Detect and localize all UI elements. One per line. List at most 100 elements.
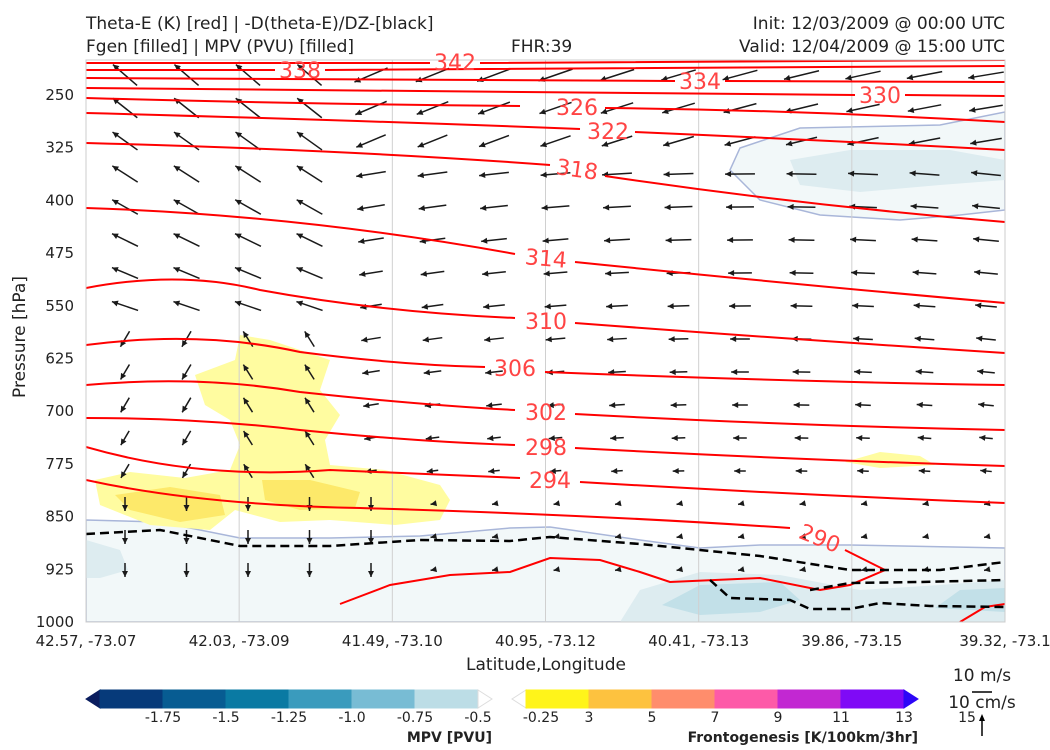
contour-label: 326 bbox=[556, 96, 598, 121]
colorbar-tick-label: -1.75 bbox=[145, 710, 181, 726]
y-tick-label: 775 bbox=[45, 455, 74, 473]
wind-arrow bbox=[173, 232, 200, 248]
theta-e-contours bbox=[86, 60, 1005, 622]
x-tick-label: 42.03, -73.09 bbox=[189, 632, 290, 650]
wind-arrow bbox=[426, 467, 439, 474]
wind-arrow bbox=[607, 336, 627, 343]
contour-label: 298 bbox=[525, 436, 567, 461]
wind-arrow bbox=[304, 330, 315, 348]
wind-arrow bbox=[430, 500, 438, 507]
wind-arrow bbox=[670, 402, 687, 409]
wind-arrow bbox=[737, 533, 745, 540]
x-tick-label: 40.95, -73.12 bbox=[495, 632, 596, 650]
colorbar-swatch bbox=[714, 689, 779, 709]
wind-arrow bbox=[917, 434, 932, 441]
mpv-fill-lower-3 bbox=[662, 582, 1005, 615]
wind-arrow bbox=[477, 101, 511, 115]
wind-arrow bbox=[730, 336, 750, 343]
wind-arrow bbox=[852, 302, 874, 309]
wind-arrow bbox=[368, 563, 374, 577]
wind-arrow bbox=[914, 335, 935, 342]
wind-arrow bbox=[488, 467, 500, 474]
wind-arrow bbox=[913, 302, 936, 309]
wind-arrow bbox=[485, 369, 503, 376]
wind-arrow bbox=[978, 401, 994, 408]
wind-arrow bbox=[669, 369, 688, 376]
wind-arrow bbox=[731, 369, 749, 376]
wind-arrow bbox=[793, 401, 810, 408]
wind-arrow bbox=[356, 134, 386, 148]
fgen-colorbar: 3 5 7 9 11 13 15 bbox=[511, 689, 976, 726]
wind-arrow bbox=[111, 165, 139, 183]
wind-arrow bbox=[234, 199, 262, 215]
wind-arrow bbox=[296, 199, 323, 215]
wind-arrow bbox=[912, 269, 937, 276]
wind-arrow bbox=[304, 430, 315, 446]
wind-arrow bbox=[245, 563, 251, 577]
wind-arrow bbox=[183, 563, 190, 577]
wind-arrow bbox=[173, 266, 200, 280]
wind-arrow bbox=[610, 435, 624, 442]
colorbar-swatch bbox=[414, 689, 479, 709]
colorbar-tick-label: 3 bbox=[585, 710, 594, 726]
wind-arrow bbox=[484, 336, 504, 343]
wind-arrow bbox=[614, 500, 622, 507]
x-tick-label: 39.86, -73.15 bbox=[801, 632, 902, 650]
wind-arrow bbox=[724, 136, 756, 147]
wind-arrow bbox=[732, 402, 748, 409]
wind-arrow bbox=[860, 566, 868, 573]
contour-306 bbox=[86, 337, 1005, 386]
wind-arrow bbox=[794, 434, 809, 441]
colorbar-tick-label: 11 bbox=[832, 710, 850, 726]
wind-arrow bbox=[111, 199, 139, 215]
wind-arrow bbox=[663, 171, 694, 178]
wind-arrow bbox=[974, 269, 998, 276]
wind-arrow bbox=[789, 269, 814, 276]
wind-arrow bbox=[482, 270, 506, 277]
wind-arrow bbox=[662, 135, 695, 147]
wind-arrow bbox=[296, 63, 323, 87]
wind-arrow bbox=[860, 500, 868, 507]
colorbar-swatch bbox=[225, 689, 290, 709]
contour-label: 334 bbox=[679, 70, 721, 95]
colorbar-tick-label: -0.25 bbox=[523, 710, 559, 726]
wind-arrow bbox=[727, 237, 753, 244]
wind-arrow bbox=[785, 136, 818, 147]
wind-arrow bbox=[173, 63, 200, 87]
wind-arrow bbox=[173, 165, 200, 183]
wind-arrow bbox=[983, 566, 991, 573]
colorbar-swatch bbox=[588, 689, 653, 709]
wind-arrow bbox=[910, 203, 939, 210]
x-axis-label: Latitude,Longitude bbox=[466, 655, 626, 675]
wind-arrow bbox=[234, 266, 262, 280]
wind-arrow bbox=[973, 236, 999, 243]
wind-arrow bbox=[430, 533, 438, 540]
contour-label: 310 bbox=[525, 310, 567, 335]
wind-arrow bbox=[547, 402, 564, 409]
wind-arrow bbox=[122, 563, 128, 577]
colorbar-tick-label: -1.0 bbox=[338, 710, 365, 726]
wind-arrow bbox=[425, 435, 440, 442]
contour-label: 338 bbox=[279, 59, 321, 84]
title-line2: Fgen [filled] | MPV (PVU) [filled] bbox=[86, 37, 355, 57]
x-tick-label: 39.32, -73.1 bbox=[959, 632, 1050, 650]
wind-arrow bbox=[671, 435, 686, 442]
wind-arrow bbox=[857, 468, 869, 475]
contour-330 bbox=[86, 87, 1005, 97]
contour-label: 302 bbox=[525, 401, 567, 426]
wind-arrow bbox=[726, 204, 754, 211]
wind-arrow bbox=[728, 270, 752, 277]
colorbar-swatch bbox=[99, 689, 164, 709]
wind-arrow bbox=[235, 131, 261, 151]
wind-arrow bbox=[606, 303, 628, 310]
wind-arrow bbox=[614, 533, 622, 540]
wind-arrow bbox=[245, 497, 251, 511]
colorbar-swatch bbox=[525, 689, 590, 709]
y-tick-label: 1000 bbox=[36, 613, 74, 631]
wind-arrow bbox=[357, 204, 385, 212]
init-time: Init: 12/03/2009 @ 00:00 UTC bbox=[752, 14, 1005, 34]
wind-arrow bbox=[242, 364, 254, 380]
wind-arrow bbox=[234, 300, 262, 312]
wind-arrow bbox=[790, 302, 813, 309]
wind-arrow bbox=[733, 435, 747, 442]
